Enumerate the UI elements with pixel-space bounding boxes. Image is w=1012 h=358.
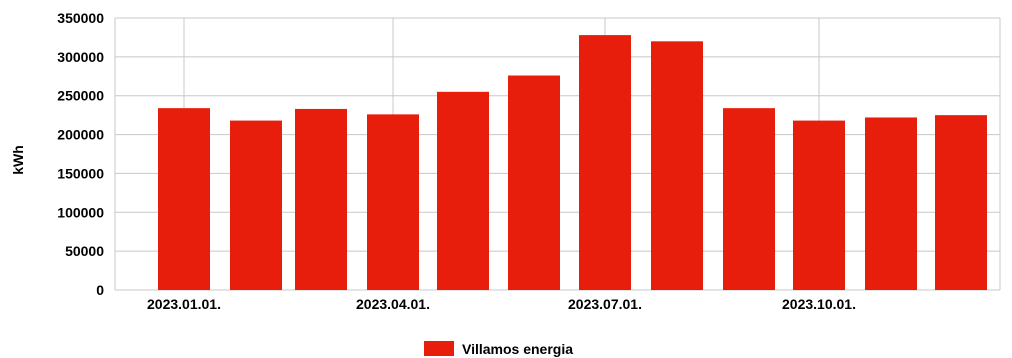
bar-2023.08 (651, 41, 703, 290)
y-tick-label: 50000 (65, 243, 104, 259)
legend: Villamos energia (424, 341, 573, 357)
bar-2023.06 (508, 75, 560, 290)
y-tick-label: 150000 (57, 165, 104, 181)
bar-2023.05 (437, 91, 489, 290)
y-tick-label: 100000 (57, 204, 104, 220)
bar-2023.10 (793, 120, 845, 290)
x-tick-label: 2023.01.01. (147, 296, 221, 312)
bar-2023.12 (935, 115, 987, 291)
y-tick-label: 300000 (57, 49, 104, 65)
legend-swatch (424, 341, 454, 356)
bar-2023.04 (367, 114, 419, 290)
y-axis-title: kWh (10, 145, 26, 175)
y-axis-ticks: 0 50000 100000 150000 200000 250000 300000 3500… (57, 10, 104, 298)
y-tick-label: 250000 (57, 88, 104, 104)
bar-2023.11 (865, 117, 917, 290)
bars-layer (158, 35, 987, 291)
x-tick-label: 2023.10.01. (782, 296, 856, 312)
legend-label: Villamos energia (462, 341, 573, 357)
x-tick-label: 2023.07.01. (568, 296, 642, 312)
y-tick-label: 350000 (57, 10, 104, 26)
bar-2023.07 (579, 35, 631, 291)
bar-2023.02 (230, 120, 282, 290)
bar-2023.03 (295, 108, 347, 290)
bar-2023.01 (158, 108, 210, 290)
y-tick-label: 0 (96, 282, 104, 298)
x-tick-label: 2023.04.01. (356, 296, 430, 312)
bar-2023.09 (723, 108, 775, 290)
y-tick-label: 200000 (57, 127, 104, 143)
x-axis-ticks: 2023.01.01. 2023.04.01. 2023.07.01. 2023.10… (147, 296, 856, 312)
